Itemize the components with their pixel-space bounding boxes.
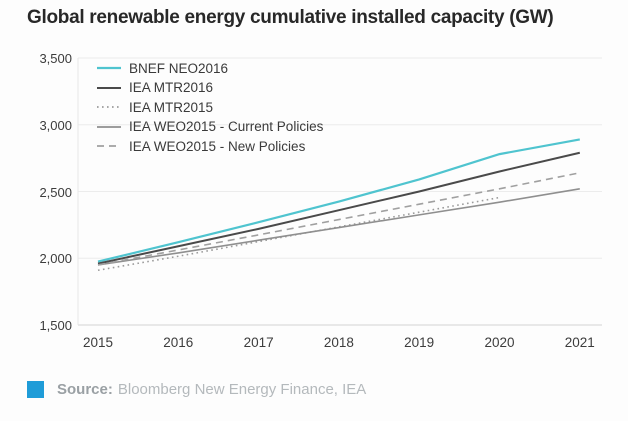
series-line-4 bbox=[97, 172, 580, 266]
legend-item-iea-mtr2015: IEA MTR2015 bbox=[96, 99, 323, 115]
x-tick-label: 2015 bbox=[82, 335, 114, 350]
legend-item-iea-weo2015-new: IEA WEO2015 - New Policies bbox=[96, 138, 323, 154]
legend-item-bnef-neo2016: BNEF NEO2016 bbox=[96, 60, 323, 76]
y-tick-label: 1,500 bbox=[39, 318, 72, 333]
legend-label: IEA WEO2015 - New Policies bbox=[129, 138, 306, 154]
y-tick-label: 3,000 bbox=[39, 117, 72, 133]
legend-label: IEA MTR2015 bbox=[129, 99, 214, 115]
source-value: Bloomberg New Energy Finance, IEA bbox=[117, 381, 367, 398]
legend-item-iea-weo2015-current: IEA WEO2015 - Current Policies bbox=[96, 119, 324, 134]
y-tick-label: 2,500 bbox=[39, 184, 72, 200]
series-line-0 bbox=[97, 138, 580, 263]
x-tick-label: 2017 bbox=[243, 335, 274, 350]
series-line-2 bbox=[97, 196, 500, 272]
source-text: Source: Bloomberg New Energy Finance, IEA bbox=[57, 381, 366, 398]
chart-legend: BNEF NEO2016 IEA MTR2016 IEA MTR2015 IEA… bbox=[96, 60, 324, 154]
x-tick-label: 2016 bbox=[163, 335, 194, 350]
legend-label: IEA WEO2015 - Current Policies bbox=[129, 119, 324, 134]
chart-title: Global renewable energy cumulative insta… bbox=[27, 7, 554, 28]
series-line-3 bbox=[97, 188, 580, 266]
x-tick-label: 2021 bbox=[564, 335, 595, 350]
legend-line-swatch bbox=[97, 125, 121, 128]
legend-line-swatch bbox=[97, 145, 121, 147]
y-tick-label: 2,000 bbox=[39, 251, 72, 267]
x-tick-label: 2019 bbox=[404, 335, 435, 350]
source-label: Source: bbox=[57, 381, 113, 398]
x-tick-label: 2018 bbox=[323, 335, 354, 350]
source-footer: Source: Bloomberg New Energy Finance, IEA bbox=[27, 381, 366, 398]
x-tick-label: 2020 bbox=[484, 335, 515, 350]
legend-item-iea-mtr2016: IEA MTR2016 bbox=[96, 80, 323, 95]
legend-line-swatch bbox=[97, 86, 121, 89]
legend-line-swatch bbox=[97, 106, 121, 108]
legend-line-swatch bbox=[97, 66, 121, 70]
series-line-1 bbox=[97, 151, 581, 265]
legend-label: BNEF NEO2016 bbox=[129, 60, 229, 76]
y-tick-label: 3,500 bbox=[39, 51, 72, 66]
source-square-icon bbox=[27, 381, 44, 398]
legend-label: IEA MTR2016 bbox=[129, 80, 214, 95]
